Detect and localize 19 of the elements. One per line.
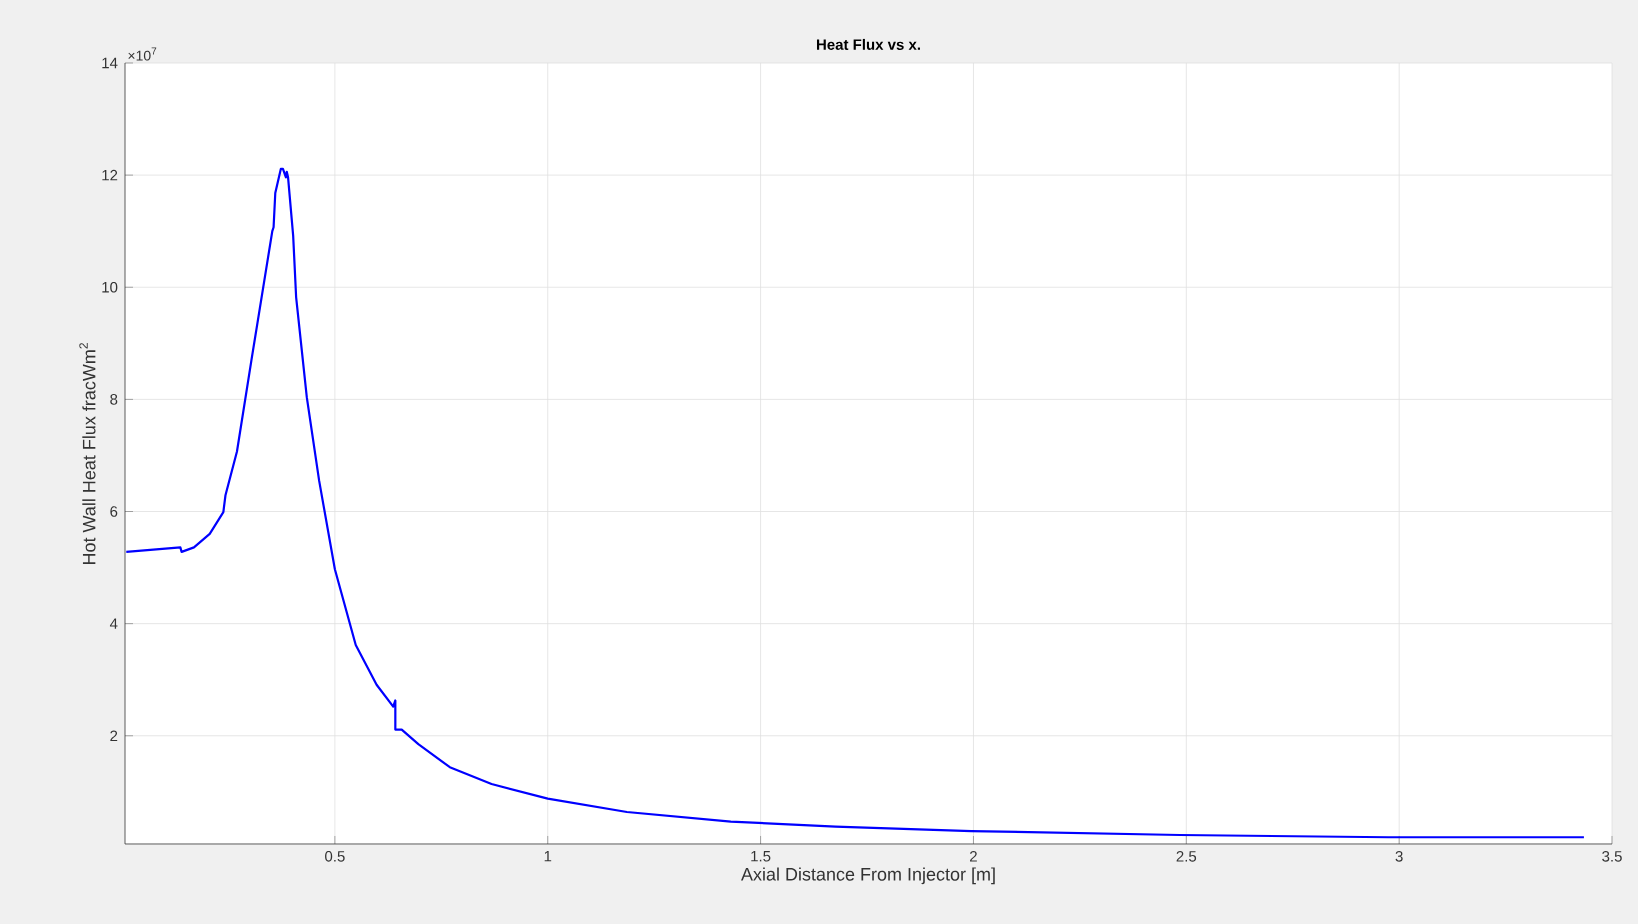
y-tick-label: 8: [110, 394, 118, 405]
x-tick-label: 3.5: [1602, 851, 1622, 862]
y-axis-title: Hot Wall Heat Flux fracWm$^{2}$: [79, 343, 96, 565]
y-tick-label: 2: [110, 730, 118, 742]
y-tick-label: 12: [102, 169, 118, 181]
y-tick-label: 4: [109, 618, 118, 629]
chart-title: Heat Flux vs x.: [816, 38, 920, 50]
y-tick-label: 14: [102, 57, 118, 69]
x-tick-label: 1: [544, 851, 552, 862]
y-tick-label: 10: [102, 281, 118, 293]
x-tick-label: 3: [1395, 851, 1403, 862]
x-tick-label: 1.5: [751, 851, 771, 862]
x-tick-label: 2: [970, 851, 977, 862]
x-tick-label: 0.5: [325, 851, 345, 862]
x-tick-label: 2.5: [1176, 851, 1197, 862]
text: ×10$^{7}$: [128, 47, 157, 61]
x-axis-title: Axial Distance From Injector [m]: [741, 867, 995, 885]
line-series: [125, 167, 1586, 839]
y-tick-label: 6: [110, 506, 118, 517]
